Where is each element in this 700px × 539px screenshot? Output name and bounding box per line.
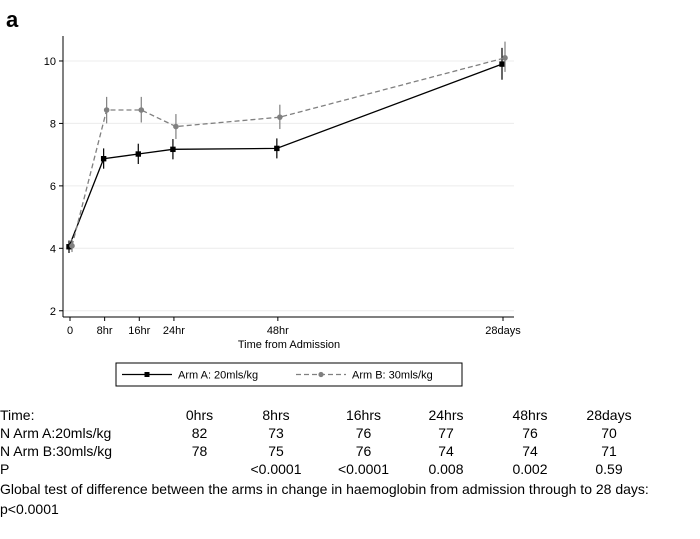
table-cell: 48hrs (512, 407, 548, 423)
data-point (170, 146, 176, 153)
data-point (66, 244, 72, 250)
panel-label: a (6, 7, 19, 32)
gridlines (63, 60, 514, 312)
table-cell: <0.0001 (250, 461, 302, 477)
table-cell: 76 (355, 425, 372, 441)
data-point (100, 156, 107, 162)
table-cell: 75 (268, 443, 284, 459)
x-tick-label: 16hr (128, 325, 150, 337)
table-cell: 71 (601, 443, 617, 459)
y-tick-label: 4 (50, 243, 56, 255)
table-cell (168, 460, 231, 478)
table-cell: 73 (268, 425, 284, 441)
table-cell: 70 (601, 425, 617, 441)
series-line (71, 57, 506, 246)
series-arm-a (66, 47, 505, 253)
row-label: Time: (0, 407, 35, 423)
numbers-table: Time: 0hrs 8hrs 16hrs 24hrs 48hrs 28days N Arm … (0, 406, 644, 478)
data-point (103, 107, 110, 113)
table-cell: 28days (586, 407, 632, 423)
series-layer (66, 41, 508, 253)
x-tick-label: 48hr (267, 325, 289, 337)
x-tick-label: 8hr (97, 325, 113, 337)
row-label: P (0, 461, 10, 477)
table-cell: 82 (191, 425, 208, 441)
table-cell: 0.008 (428, 461, 464, 477)
y-axis-ticks: 2 4 6 8 10 (44, 56, 63, 318)
table-cell: <0.0001 (338, 461, 389, 477)
data-point (502, 55, 508, 61)
footnote: Global test of difference between the ar… (0, 481, 649, 517)
table-cell: 76 (355, 443, 372, 459)
table-cell: 77 (438, 425, 454, 441)
table-cell: 16hrs (345, 407, 382, 423)
legend-label: Arm A: 20mls/kg (178, 370, 258, 382)
table-cell: 0hrs (185, 407, 214, 423)
table-cell: 8hrs (262, 407, 290, 423)
data-point (69, 243, 75, 249)
chart: a 2 4 6 8 10 0 8hr 16hr 24hr 48hr 28days Time fro… (6, 7, 521, 387)
data-point (173, 123, 179, 130)
legend: Arm A: 20mls/kg Arm B: 30mls/kg (122, 370, 433, 382)
row-label: N Arm B:30mls/kg (0, 443, 113, 459)
x-tick-label: 24hr (163, 325, 185, 337)
n-arm-b-row: N Arm B:30mls/kg 78 75 76 74 74 71 (0, 442, 644, 460)
legend-marker (318, 371, 324, 378)
table-cell: 24hrs (428, 407, 464, 423)
table-cell: 78 (191, 443, 208, 459)
table-cell: 0.002 (512, 461, 548, 477)
series-line (68, 63, 503, 247)
table-cell: 76 (522, 425, 538, 441)
data-point (277, 114, 283, 120)
legend-item-arm-a: Arm A: 20mls/kg (122, 370, 258, 382)
legend-box (115, 362, 463, 387)
n-arm-a-row: N Arm A:20mls/kg 82 73 76 77 76 70 (0, 424, 644, 442)
x-axis-ticks: 0 8hr 16hr 24hr 48hr 28days (67, 317, 521, 337)
y-tick-label: 8 (50, 118, 56, 130)
row-label: N Arm A:20mls/kg (0, 425, 112, 441)
data-point (499, 61, 505, 67)
p-value-row: P <0.0001 <0.0001 0.008 0.002 0.59 (0, 460, 644, 478)
data-point (138, 107, 145, 113)
time-row: Time: 0hrs 8hrs 16hrs 24hrs 48hrs 28days (0, 406, 644, 424)
table-cell: 74 (522, 443, 538, 459)
data-point (274, 145, 280, 152)
x-axis-title: Time from Admission (238, 339, 340, 351)
legend-item-arm-b: Arm B: 30mls/kg (296, 370, 433, 382)
table-cell: 74 (438, 443, 454, 459)
series-arm-b (69, 41, 508, 253)
legend-marker (144, 372, 150, 377)
table-cell: 0.59 (595, 461, 623, 477)
y-tick-label: 2 (50, 306, 56, 318)
data-point (135, 151, 141, 157)
legend-label: Arm B: 30mls/kg (352, 370, 433, 382)
x-tick-label: 28days (485, 325, 521, 337)
y-tick-label: 6 (50, 181, 56, 193)
y-tick-label: 10 (44, 56, 56, 68)
x-tick-label: 0 (67, 325, 73, 337)
